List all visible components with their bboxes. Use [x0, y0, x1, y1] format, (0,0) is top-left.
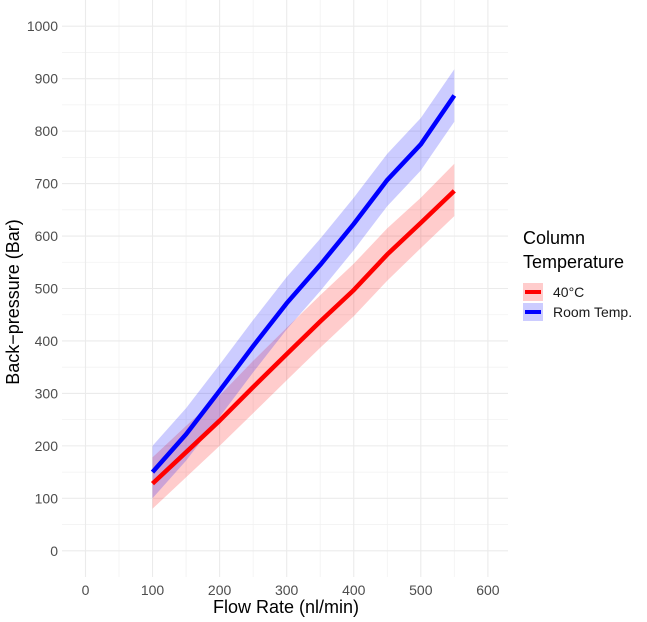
- x-tick-labels: 0 100 200 300 400 500 600: [82, 582, 500, 598]
- x-axis-title: Flow Rate (nl/min): [213, 597, 359, 617]
- legend-label-40c: 40°C: [553, 284, 585, 300]
- series-lines: [150, 94, 457, 486]
- x-tick-label: 500: [409, 582, 433, 598]
- y-tick-label: 800: [35, 123, 59, 139]
- legend-label-room-temp: Room Temp.: [553, 304, 633, 320]
- x-tick-label: 0: [82, 582, 90, 598]
- y-tick-label: 100: [35, 490, 59, 506]
- y-tick-label: 0: [50, 543, 58, 559]
- x-tick-label: 100: [141, 582, 165, 598]
- y-tick-label: 700: [35, 176, 59, 192]
- legend-key-40c: [523, 283, 543, 301]
- y-tick-labels: 0 100 200 300 400 500 600 700 800 900 1000: [27, 18, 58, 559]
- x-tick-label: 300: [275, 582, 299, 598]
- legend-item-40c: 40°C: [523, 282, 632, 302]
- y-tick-label: 200: [35, 438, 59, 454]
- legend-title-line-2: Temperature: [523, 252, 625, 272]
- legend-items: 40°C Room Temp.: [523, 282, 632, 322]
- legend-title-line-1: Column: [523, 228, 586, 248]
- legend-item-room-temp: Room Temp.: [523, 302, 632, 322]
- legend-key-room-temp: [523, 303, 543, 321]
- x-tick-label: 600: [476, 582, 500, 598]
- y-tick-label: 900: [35, 71, 59, 87]
- legend: Column Temperature 40°C Room Temp.: [523, 226, 632, 322]
- y-tick-label: 1000: [27, 18, 58, 34]
- x-tick-label: 400: [342, 582, 366, 598]
- y-tick-label: 400: [35, 333, 59, 349]
- y-tick-label: 500: [35, 281, 59, 297]
- x-tick-label: 200: [208, 582, 232, 598]
- y-tick-label: 300: [35, 385, 59, 401]
- legend-title: Column Temperature: [523, 226, 632, 274]
- y-axis-title: Back−pressure (Bar): [3, 219, 23, 385]
- line-series-0: [150, 189, 456, 486]
- y-tick-label: 600: [35, 228, 59, 244]
- line-series-1: [150, 94, 457, 474]
